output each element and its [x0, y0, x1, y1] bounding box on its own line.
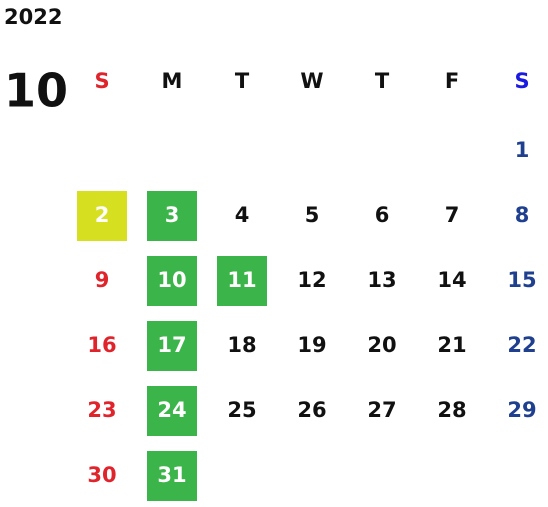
day-number: 22 — [507, 333, 536, 357]
day-number: 5 — [305, 203, 320, 227]
day-number: 20 — [367, 333, 396, 357]
day-number: 21 — [437, 333, 466, 357]
weekday-header: W — [300, 69, 323, 93]
year: 2022 — [4, 5, 62, 29]
day-number: 9 — [95, 268, 110, 292]
day-number: 23 — [87, 398, 116, 422]
day-number: 27 — [367, 398, 396, 422]
day-highlight — [217, 256, 267, 306]
weekday-header: T — [235, 69, 250, 93]
weekday-header: S — [94, 69, 109, 93]
day-number: 3 — [165, 203, 180, 227]
day-number: 26 — [297, 398, 326, 422]
day-number: 15 — [507, 268, 536, 292]
day-number: 28 — [437, 398, 466, 422]
day-number: 29 — [507, 398, 536, 422]
day-number: 1 — [515, 138, 530, 162]
day-highlight — [147, 321, 197, 371]
day-number: 2 — [95, 203, 110, 227]
day-highlight — [147, 451, 197, 501]
month: 10 — [4, 64, 68, 118]
day-number: 31 — [157, 463, 186, 487]
day-number: 18 — [227, 333, 256, 357]
day-number: 6 — [375, 203, 390, 227]
day-number: 14 — [437, 268, 466, 292]
day-number: 30 — [87, 463, 116, 487]
weekday-header: S — [514, 69, 529, 93]
day-number: 17 — [157, 333, 186, 357]
day-number: 16 — [87, 333, 116, 357]
weekday-header: F — [445, 69, 459, 93]
day-number: 10 — [157, 268, 186, 292]
weekday-header: M — [162, 69, 183, 93]
day-number: 12 — [297, 268, 326, 292]
day-number: 24 — [157, 398, 186, 422]
day-highlight — [147, 386, 197, 436]
day-number: 7 — [445, 203, 460, 227]
day-number: 11 — [227, 268, 256, 292]
day-number: 19 — [297, 333, 326, 357]
day-highlight — [147, 191, 197, 241]
day-number: 13 — [367, 268, 396, 292]
day-highlight — [147, 256, 197, 306]
day-number: 8 — [515, 203, 530, 227]
day-highlight — [77, 191, 127, 241]
day-number: 4 — [235, 203, 250, 227]
day-number: 25 — [227, 398, 256, 422]
weekday-header: T — [375, 69, 390, 93]
